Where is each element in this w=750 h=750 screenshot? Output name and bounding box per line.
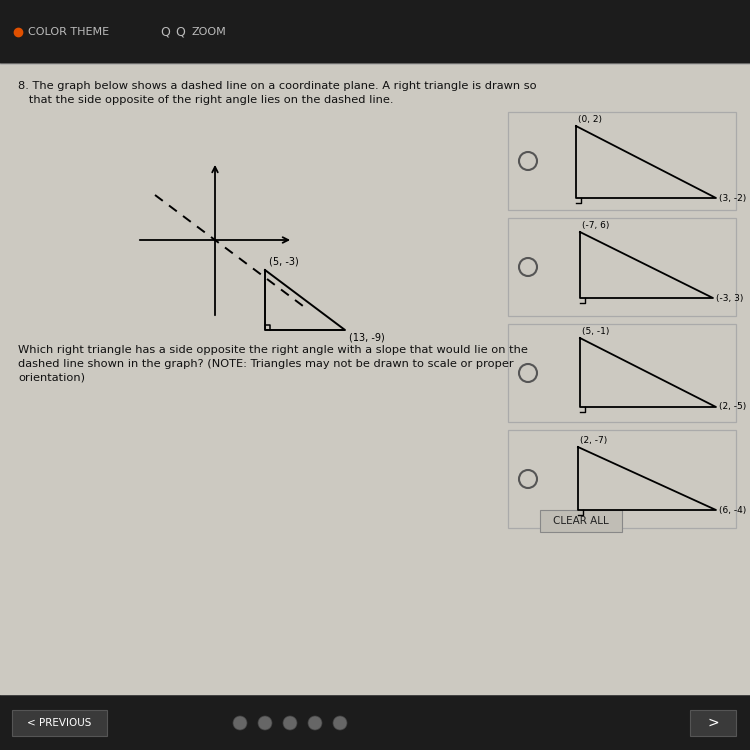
Text: dashed line shown in the graph? (NOTE: Triangles may not be drawn to scale or pr: dashed line shown in the graph? (NOTE: T… <box>18 359 514 369</box>
Bar <box>508 218 736 316</box>
Bar <box>12 710 107 736</box>
Circle shape <box>233 716 247 730</box>
Text: (6, -4): (6, -4) <box>719 506 746 515</box>
Text: (3, -2): (3, -2) <box>719 194 746 202</box>
Bar <box>540 510 622 532</box>
Circle shape <box>333 716 347 730</box>
Bar <box>0 0 750 63</box>
Text: (2, -5): (2, -5) <box>719 403 746 412</box>
Bar <box>690 710 736 736</box>
Text: Q: Q <box>175 26 184 38</box>
Text: orientation): orientation) <box>18 373 85 383</box>
Text: Which right triangle has a side opposite the right angle with a slope that would: Which right triangle has a side opposite… <box>18 345 528 355</box>
Bar <box>0 695 750 750</box>
Text: >: > <box>707 716 718 730</box>
Text: (2, -7): (2, -7) <box>580 436 608 445</box>
Text: CLEAR ALL: CLEAR ALL <box>553 516 609 526</box>
Bar <box>508 430 736 528</box>
Bar <box>508 324 736 422</box>
Circle shape <box>283 716 297 730</box>
Text: (-3, 3): (-3, 3) <box>716 293 743 302</box>
Bar <box>0 63 750 695</box>
Text: Q: Q <box>160 26 170 38</box>
Text: 8. The graph below shows a dashed line on a coordinate plane. A right triangle i: 8. The graph below shows a dashed line o… <box>18 81 537 91</box>
Text: (13, -9): (13, -9) <box>349 332 385 342</box>
Circle shape <box>308 716 322 730</box>
Bar <box>508 112 736 210</box>
Text: COLOR THEME: COLOR THEME <box>28 27 109 37</box>
Text: (5, -3): (5, -3) <box>269 256 298 266</box>
Text: < PREVIOUS: < PREVIOUS <box>27 718 92 728</box>
Text: ZOOM: ZOOM <box>192 27 226 37</box>
Text: (-7, 6): (-7, 6) <box>582 221 609 230</box>
Text: (0, 2): (0, 2) <box>578 115 602 124</box>
Text: that the side opposite of the right angle lies on the dashed line.: that the side opposite of the right angl… <box>18 95 394 105</box>
Circle shape <box>258 716 272 730</box>
Text: (5, -1): (5, -1) <box>582 327 609 336</box>
